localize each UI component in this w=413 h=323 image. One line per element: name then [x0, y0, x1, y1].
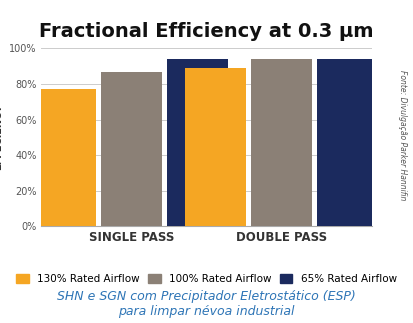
Y-axis label: EFFECIENCY: EFFECIENCY	[0, 104, 3, 171]
Bar	[251, 59, 312, 226]
Bar	[35, 89, 96, 226]
Bar	[167, 59, 228, 226]
Bar	[185, 68, 246, 226]
Legend: 130% Rated Airflow, 100% Rated Airflow, 65% Rated Airflow: 130% Rated Airflow, 100% Rated Airflow, …	[12, 270, 401, 288]
Bar	[101, 72, 162, 226]
Text: SHN e SGN com Precipitador Eletrostático (ESP)
para limpar névoa industrial: SHN e SGN com Precipitador Eletrostático…	[57, 290, 356, 318]
Bar	[317, 59, 378, 226]
Text: Fonte: Divulgação Parker Hannifin: Fonte: Divulgação Parker Hannifin	[398, 70, 407, 201]
Title: Fractional Efficiency at 0.3 μm: Fractional Efficiency at 0.3 μm	[39, 22, 374, 41]
